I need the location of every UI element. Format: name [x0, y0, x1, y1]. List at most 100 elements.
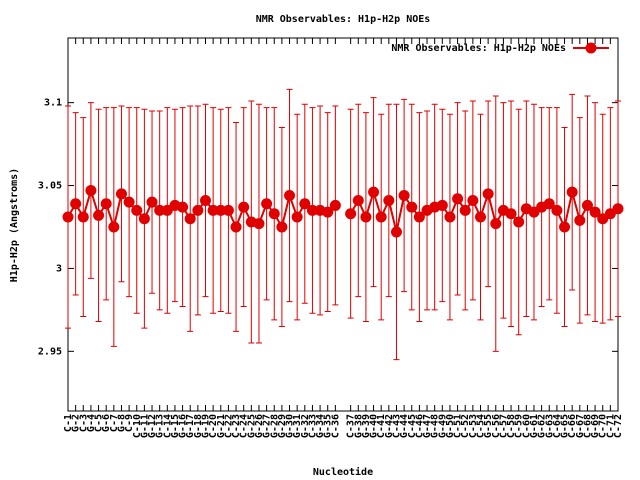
data-point [276, 221, 288, 233]
data-point [383, 194, 395, 206]
x-tick-label: G-28 [269, 414, 280, 438]
data-point [459, 204, 471, 216]
x-tick-label: C-43 [391, 414, 402, 438]
data-point [375, 211, 387, 223]
x-tick-label: C-45 [407, 414, 418, 438]
x-tick-label: C-41 [376, 414, 387, 438]
data-point [261, 198, 273, 210]
data-point [284, 189, 296, 201]
x-tick-label: C-22 [223, 414, 234, 438]
x-tick-label: C-70 [598, 414, 609, 438]
data-point [299, 198, 311, 210]
data-point [100, 198, 112, 210]
y-tick-label: 2.95 [38, 346, 62, 357]
data-point [238, 201, 250, 213]
data-point [574, 214, 586, 226]
x-tick-label: G-32 [300, 414, 311, 438]
data-point [230, 221, 242, 233]
x-tick-label: G-12 [147, 414, 158, 438]
x-tick-label: C-33 [307, 414, 318, 438]
x-tick-label: G-62 [537, 414, 548, 438]
chart-title: NMR Observables: H1p-H2p NOEs [256, 14, 431, 25]
x-tick-label: C-72 [613, 414, 624, 438]
x-tick-label: C-53 [468, 414, 479, 438]
data-point [581, 199, 593, 211]
data-point [306, 204, 318, 216]
x-tick-label: C-46 [414, 414, 425, 438]
x-tick-label: C-57 [498, 414, 509, 438]
data-point [192, 204, 204, 216]
x-tick-label: C-24 [239, 414, 250, 438]
y-tick-label: 3.05 [38, 181, 62, 192]
y-tick-label: 3 [56, 263, 62, 274]
data-point [123, 196, 135, 208]
data-point [368, 186, 380, 198]
data-point [115, 188, 127, 200]
x-tick-label: G-4 [86, 414, 97, 432]
x-tick-label: G-16 [178, 414, 189, 438]
data-point [505, 208, 517, 220]
x-tick-label: C-5 [94, 414, 105, 432]
data-point [253, 218, 265, 230]
data-point [566, 186, 578, 198]
legend-marker [585, 42, 597, 54]
x-tick-label: G-42 [384, 414, 395, 438]
data-point [475, 211, 486, 223]
x-tick-label: C-37 [346, 414, 357, 438]
data-point [322, 206, 334, 218]
x-tick-label: G-21 [216, 414, 227, 438]
x-tick-label: C-14 [162, 414, 173, 438]
data-point [62, 211, 74, 223]
x-tick-label: G-11 [139, 414, 150, 438]
data-point [467, 194, 479, 206]
data-point [154, 204, 166, 216]
x-tick-label: C-68 [582, 414, 593, 438]
x-tick-label: C-60 [521, 414, 532, 438]
x-tick-label: G-30 [285, 414, 296, 438]
x-tick-label: G-65 [560, 414, 571, 438]
x-tick-label: C-64 [552, 414, 563, 438]
data-point [444, 211, 456, 223]
x-tick-label: C-23 [231, 414, 242, 438]
x-tick-label: G-2 [71, 414, 82, 432]
data-point [70, 198, 82, 210]
x-tick-label: G-67 [575, 414, 586, 438]
data-point [406, 201, 418, 213]
x-tick-label: C-20 [208, 414, 219, 438]
legend-label: NMR Observables: H1p-H2p NOEs [391, 43, 566, 54]
x-tick-label: G-39 [361, 414, 372, 438]
x-tick-label: G-61 [529, 414, 540, 438]
data-point [559, 221, 571, 233]
x-tick-label: G-19 [201, 414, 212, 438]
data-point [146, 196, 158, 208]
x-axis-label: Nucleotide [313, 466, 373, 478]
x-tick-label: G-8 [116, 414, 127, 432]
x-tick-label: G-69 [590, 414, 601, 438]
data-point [222, 204, 234, 216]
x-tick-label: C-3 [78, 414, 89, 432]
x-tick-label: G-50 [445, 414, 456, 438]
x-tick-label: G-38 [353, 414, 364, 438]
x-tick-label: G-25 [246, 414, 257, 438]
x-tick-label: C-10 [132, 414, 143, 438]
x-tick-label: C-56 [491, 414, 502, 438]
data-point [291, 211, 303, 223]
x-tick-label: G-63 [544, 414, 555, 438]
data-point [138, 213, 150, 225]
data-point [490, 218, 502, 230]
x-tick-label: C-7 [109, 414, 120, 432]
data-point [85, 185, 97, 197]
data-point [360, 211, 372, 223]
data-point [93, 209, 105, 221]
data-point [329, 199, 341, 211]
data-point [345, 208, 357, 220]
x-tick-label: C-71 [605, 414, 616, 438]
x-tick-label: G-55 [483, 414, 494, 438]
x-tick-label: G-40 [369, 414, 380, 438]
x-tick-label: G-17 [185, 414, 196, 438]
x-tick-label: C-36 [330, 414, 341, 438]
x-tick-label: G-31 [292, 414, 303, 438]
x-tick-label: C-1 [63, 414, 74, 432]
data-point [215, 204, 227, 216]
